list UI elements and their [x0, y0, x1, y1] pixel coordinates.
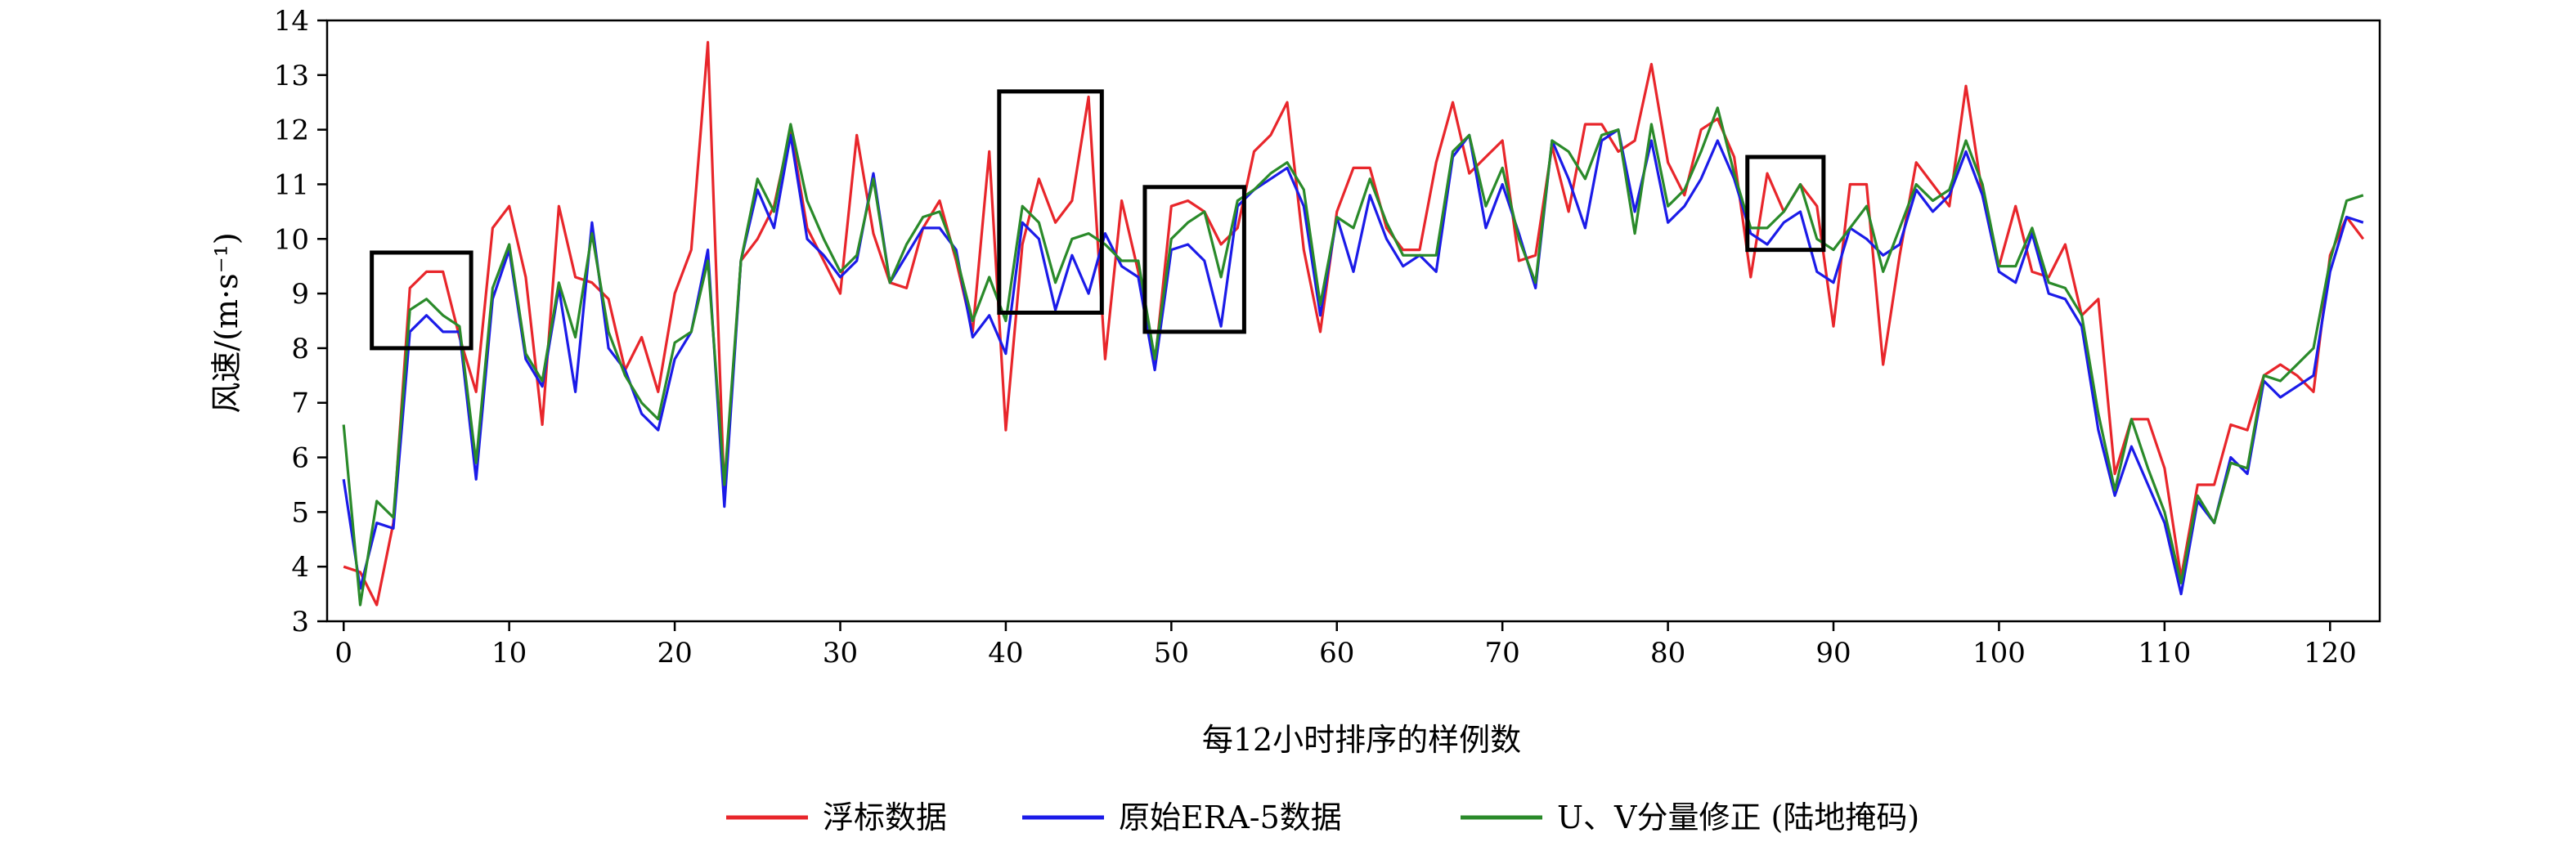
- y-tick-label: 9: [291, 278, 309, 311]
- y-tick-label: 8: [291, 333, 309, 365]
- y-tick-label: 14: [274, 5, 309, 38]
- y-tick-label: 3: [291, 606, 309, 638]
- y-tick-label: 12: [274, 114, 309, 147]
- x-tick-label: 20: [657, 637, 692, 670]
- x-tick-label: 120: [2304, 637, 2357, 670]
- x-tick-label: 90: [1815, 637, 1851, 670]
- x-tick-label: 100: [1972, 637, 2026, 670]
- plot-frame: [325, 19, 2381, 623]
- series-lines: [342, 41, 2365, 607]
- x-tick-label: 80: [1650, 637, 1685, 670]
- series-line-buoy: [343, 41, 2365, 607]
- series-line-era5: [342, 128, 2364, 596]
- x-tick-label: 50: [1154, 637, 1189, 670]
- x-tick-label: 110: [2138, 637, 2191, 670]
- y-tick-label: 11: [274, 168, 309, 201]
- legend: 浮标数据 原始ERA-5数据 U、V分量修正 (陆地掩码): [726, 799, 1919, 835]
- y-tick-label: 6: [291, 442, 309, 475]
- highlight-box: [370, 250, 473, 351]
- x-tick-label: 10: [491, 637, 527, 670]
- highlight-box: [997, 89, 1104, 315]
- x-axis-label: 每12小时排序的样例数: [1202, 722, 1521, 758]
- x-tick-label: 0: [334, 637, 352, 670]
- series-line-corrected: [342, 106, 2364, 607]
- x-tick-label: 40: [988, 637, 1023, 670]
- legend-label-buoy: 浮标数据: [823, 799, 947, 835]
- y-tick-label: 10: [274, 223, 309, 256]
- annotation-boxes: [370, 89, 1826, 351]
- highlight-box: [1142, 185, 1246, 334]
- legend-label-corrected: U、V分量修正 (陆地掩码): [1557, 799, 1919, 835]
- y-axis: 3 4 5 6 7 8 9 10 11 12 13 14: [274, 5, 327, 638]
- x-tick-label: 70: [1485, 637, 1520, 670]
- highlight-box: [1745, 155, 1826, 253]
- x-tick-label: 60: [1319, 637, 1354, 670]
- y-tick-label: 7: [291, 387, 309, 420]
- x-tick-label: 30: [823, 637, 858, 670]
- y-tick-label: 13: [274, 60, 309, 92]
- x-axis: 0 10 20 30 40 50 60 70 80 90 100 110 120: [334, 621, 2357, 670]
- y-axis-label: 风速/(m·s⁻¹): [209, 232, 245, 413]
- legend-label-era5: 原始ERA-5数据: [1119, 799, 1342, 835]
- y-tick-label: 4: [291, 551, 309, 584]
- plot-area: [325, 19, 2381, 623]
- y-tick-label: 5: [291, 496, 309, 529]
